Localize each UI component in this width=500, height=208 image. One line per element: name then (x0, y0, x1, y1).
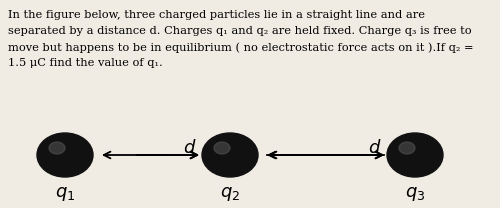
Text: $q_3$: $q_3$ (405, 185, 425, 203)
Text: $d$: $d$ (368, 139, 382, 157)
Text: move but happens to be in equilibrium ( no electrostatic force acts on it ).If q: move but happens to be in equilibrium ( … (8, 42, 473, 53)
Ellipse shape (399, 142, 415, 154)
Ellipse shape (214, 142, 230, 154)
Text: 1.5 μC find the value of q₁.: 1.5 μC find the value of q₁. (8, 58, 163, 68)
Ellipse shape (202, 133, 258, 177)
Text: $q_1$: $q_1$ (55, 185, 75, 203)
Text: In the figure below, three charged particles lie in a straight line and are: In the figure below, three charged parti… (8, 10, 425, 20)
Text: $d$: $d$ (183, 139, 197, 157)
Ellipse shape (49, 142, 65, 154)
Text: separated by a distance d. Charges q₁ and q₂ are held fixed. Charge q₃ is free t: separated by a distance d. Charges q₁ an… (8, 26, 471, 36)
Ellipse shape (387, 133, 443, 177)
Ellipse shape (37, 133, 93, 177)
Text: $q_2$: $q_2$ (220, 185, 240, 203)
